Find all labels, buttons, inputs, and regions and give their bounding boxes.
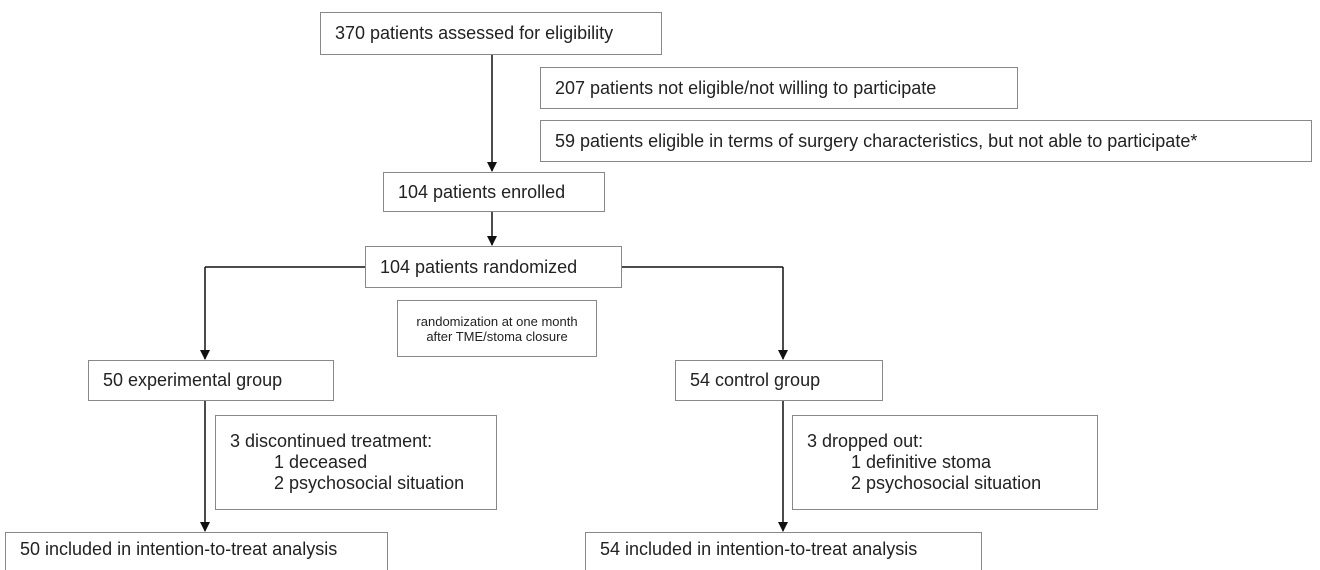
node-line: 1 deceased [274,452,368,472]
node-line: 3 dropped out: [807,431,924,451]
node: 370 patients assessed for eligibility [320,12,662,55]
node: 104 patients randomized [365,246,622,288]
node: 50 included in intention-to-treat analys… [5,532,388,570]
node: 104 patients enrolled [383,172,605,212]
node-label: 104 patients enrolled [398,181,566,202]
note-line: randomization at one month [416,313,578,329]
node: 54 control group [675,360,883,401]
node-label: 54 included in intention-to-treat analys… [600,539,918,559]
note: randomization at one month after TME/sto… [397,300,597,357]
node-label: 50 included in intention-to-treat analys… [20,539,338,559]
node-line: 2 psychosocial situation [274,473,465,493]
node: 59 patients eligible in terms of surgery… [540,120,1312,162]
note-line: after TME/stoma closure [426,328,568,344]
node-label: 104 patients randomized [380,256,578,277]
node: 50 experimental group [88,360,334,401]
node-label: 54 control group [690,370,821,390]
node: 3 dropped out: 1 definitive stoma 2 psyc… [792,415,1098,510]
node-line: 1 definitive stoma [851,452,992,472]
node-label: 59 patients eligible in terms of surgery… [555,130,1198,151]
node-line: 3 discontinued treatment: [230,431,433,451]
node: 3 discontinued treatment: 1 deceased 2 p… [215,415,497,510]
node-label: 207 patients not eligible/not willing to… [555,77,937,98]
node-label: 50 experimental group [103,370,283,390]
node-line: 2 psychosocial situation [851,473,1042,493]
node-label: 370 patients assessed for eligibility [335,23,614,43]
node: 54 included in intention-to-treat analys… [585,532,982,570]
node: 207 patients not eligible/not willing to… [540,67,1018,109]
